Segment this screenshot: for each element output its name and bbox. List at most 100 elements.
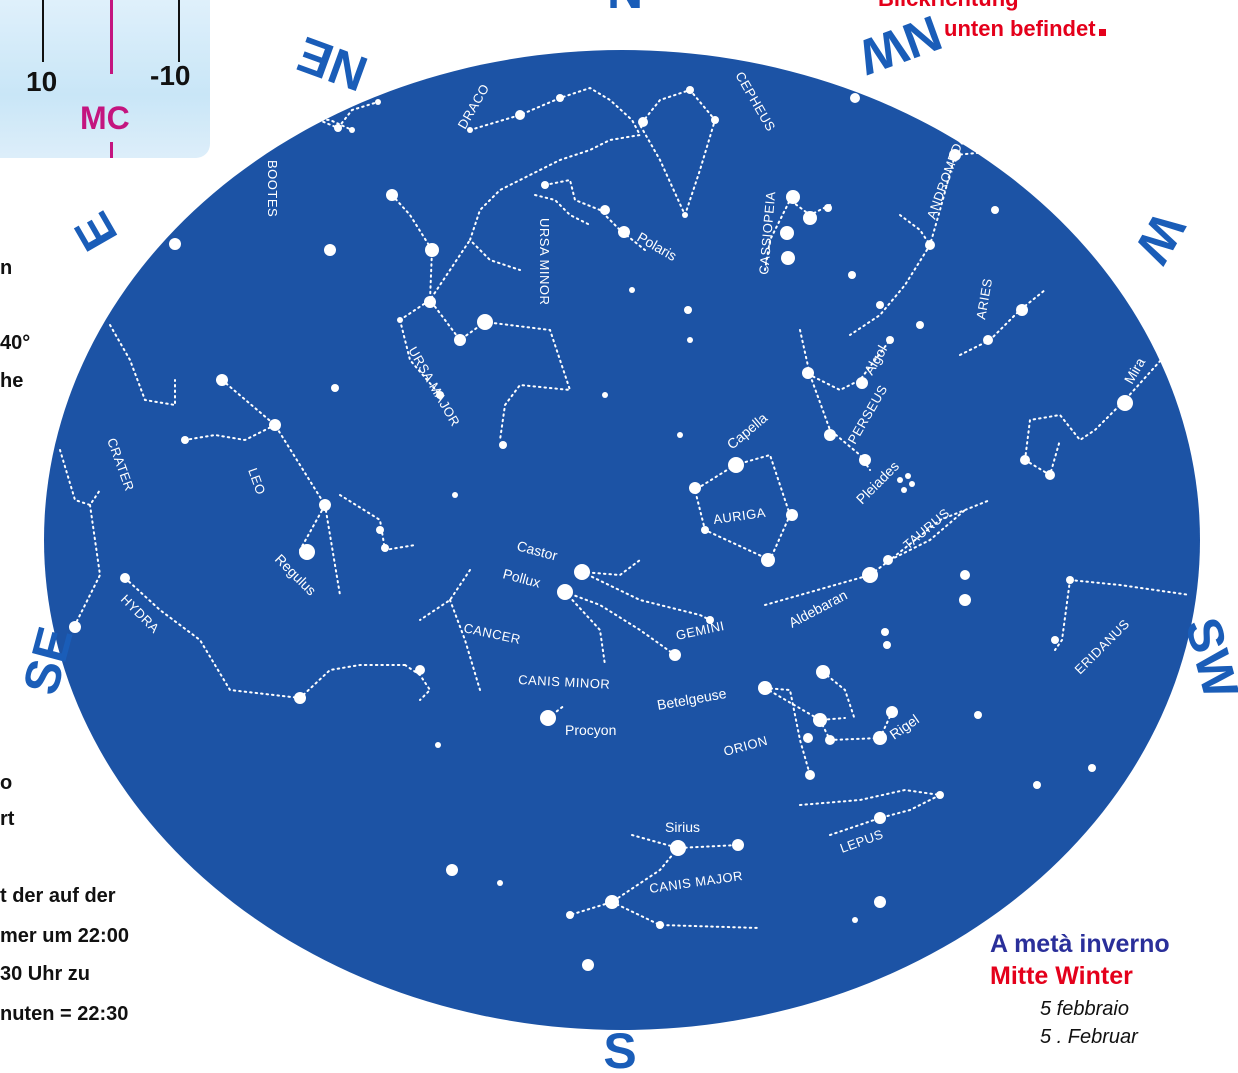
star-cetus-2 [1020, 455, 1030, 465]
leo-lines-2 [184, 424, 276, 442]
orion-lines [764, 687, 811, 776]
cancer-lines-2 [449, 599, 481, 691]
crater-lines-2 [59, 449, 101, 507]
star-canis-major-1 [732, 839, 744, 851]
canis-minor-lines [547, 704, 566, 719]
star-andromeda-2 [925, 240, 935, 250]
star-sirius [670, 840, 686, 856]
cardinal-s: S [603, 1023, 636, 1073]
star-draco-4 [467, 127, 473, 133]
star-cepheus-3 [682, 212, 688, 218]
star-misc-14 [883, 641, 891, 649]
star-gemini-1 [669, 649, 681, 661]
inset-mc-label: MC [80, 100, 130, 136]
gemini-lines-2 [564, 591, 676, 656]
star-andromeda-1 [949, 149, 961, 161]
star-hydra-2 [120, 573, 130, 583]
gemini-lines [581, 559, 641, 577]
star-misc-17 [1088, 764, 1096, 772]
star-bootes-4 [349, 127, 355, 133]
star-bootes-3 [375, 99, 381, 105]
bottom-text-4: nuten = 22:30 [0, 1003, 129, 1025]
season-title-german: Mitte Winter [990, 962, 1133, 990]
ursa-major-lines-3 [399, 319, 441, 396]
star-cetus-1 [1045, 470, 1055, 480]
star-ursa-minor-2 [600, 205, 610, 215]
star-bootes-1 [221, 146, 229, 154]
star-misc-11 [452, 492, 458, 498]
star-misc-9 [331, 384, 339, 392]
label-auriga: AURIGA [712, 505, 766, 527]
star-cepheus-2 [686, 86, 694, 94]
label-ursa-minor-1: URSA MINOR [537, 218, 552, 305]
andromeda-lines-2 [954, 149, 1011, 156]
gemini-lines-3 [581, 571, 711, 621]
label-aries: ARIES [973, 277, 995, 320]
star-orion-3 [803, 733, 813, 743]
label-sirius: Sirius [665, 819, 700, 835]
star-cassiopeia-1 [786, 190, 800, 204]
eridanus-lines-2 [1054, 579, 1071, 651]
cetus-lines [1024, 349, 1171, 461]
red-note-line-text: unten befindet [944, 16, 1096, 41]
star-mira [1117, 395, 1133, 411]
star-misc-13 [881, 628, 889, 636]
star-orion-2 [813, 713, 827, 727]
cardinal-nw: NW [851, 4, 949, 85]
star-ursa-major-2 [425, 243, 439, 257]
inset-left-tick [42, 0, 44, 62]
hydra-lines [74, 504, 102, 626]
star-auriga-2 [786, 509, 798, 521]
star-draco-5 [638, 117, 648, 127]
star-rigel [873, 731, 887, 745]
star-misc-7 [602, 392, 608, 398]
star-draco-2 [556, 94, 564, 102]
star-bootes-2 [334, 124, 342, 132]
star-misc-3 [916, 321, 924, 329]
star-regulus [299, 544, 315, 560]
star-perseus-2 [824, 429, 836, 441]
bootes-lines-2 [261, 116, 353, 131]
sky-disc [44, 50, 1200, 1030]
canis-major-lines-3 [611, 901, 761, 929]
star-pleiades-2 [905, 473, 911, 479]
leo-lines [221, 379, 327, 551]
left-fragment-1: n [0, 257, 13, 279]
star-ursa-major-3 [324, 244, 336, 256]
star-auriga-3 [761, 553, 775, 567]
star-hydra-1 [69, 621, 81, 633]
star-misc-8 [677, 432, 683, 438]
label-bootes: BOOTES [265, 160, 280, 217]
star-canis-major-2 [605, 895, 619, 909]
left-fragment-5: rt [0, 808, 15, 830]
meridian-inset: 10 -10 MC [0, 0, 210, 158]
star-andromeda-4 [876, 301, 884, 309]
date-german: 5 . Februar [1040, 1026, 1138, 1048]
cancer-lines [419, 569, 471, 621]
star-auriga-1 [689, 482, 701, 494]
orion-lines-2 [764, 687, 846, 722]
star-cassiopeia-5 [824, 204, 832, 212]
star-pleiades-3 [909, 481, 915, 487]
star-misc-6 [629, 287, 635, 293]
season-title-italian: A metà inverno [990, 930, 1170, 958]
star-andromeda-3 [991, 206, 999, 214]
star-orion-1 [816, 665, 830, 679]
star-betelgeuse [758, 681, 772, 695]
orion-lines-4 [822, 671, 856, 721]
star-perseus-3 [859, 454, 871, 466]
star-aries-2 [983, 335, 993, 345]
star-taurus-3 [959, 594, 971, 606]
star-orion-4 [825, 735, 835, 745]
star-algol [856, 377, 868, 389]
star-hydra-3 [294, 692, 306, 704]
ursa-minor-lines-2 [534, 194, 591, 226]
andromeda-lines [849, 154, 956, 336]
star-gemini-2 [706, 616, 714, 624]
left-fragment-4: o [0, 772, 13, 794]
red-note-top: Blickrichtung [878, 0, 1019, 12]
inset-right-tick [178, 0, 180, 62]
inset-mc-line [110, 0, 113, 74]
star-perseus-1 [802, 367, 814, 379]
star-polaris [618, 226, 630, 238]
